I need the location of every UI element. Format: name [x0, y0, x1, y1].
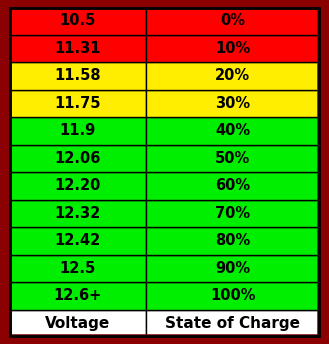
- Text: 12.5: 12.5: [59, 261, 95, 276]
- Text: 50%: 50%: [215, 151, 251, 166]
- Bar: [146, 34, 320, 62]
- Bar: [9, 172, 146, 200]
- Bar: [9, 34, 146, 62]
- Bar: [9, 255, 146, 282]
- Text: 12.6+: 12.6+: [53, 288, 102, 303]
- Bar: [9, 117, 146, 144]
- Bar: [146, 117, 320, 144]
- Text: 0%: 0%: [220, 13, 245, 28]
- Text: 60%: 60%: [215, 178, 250, 193]
- Text: 100%: 100%: [210, 288, 256, 303]
- Bar: [146, 200, 320, 227]
- Bar: [146, 310, 320, 337]
- Bar: [146, 282, 320, 310]
- Bar: [9, 89, 146, 117]
- Text: 10.5: 10.5: [59, 13, 96, 28]
- Bar: [9, 200, 146, 227]
- Bar: [9, 227, 146, 255]
- Text: 80%: 80%: [215, 233, 251, 248]
- Text: 12.20: 12.20: [54, 178, 101, 193]
- Bar: [9, 62, 146, 89]
- Text: 40%: 40%: [215, 123, 250, 138]
- Text: 11.31: 11.31: [54, 41, 101, 56]
- Bar: [146, 89, 320, 117]
- Bar: [146, 227, 320, 255]
- Text: 90%: 90%: [215, 261, 250, 276]
- Bar: [9, 310, 146, 337]
- Text: 12.32: 12.32: [54, 206, 101, 221]
- Text: 11.75: 11.75: [54, 96, 101, 111]
- Bar: [146, 62, 320, 89]
- Text: 11.9: 11.9: [59, 123, 95, 138]
- Text: 70%: 70%: [215, 206, 250, 221]
- Bar: [146, 144, 320, 172]
- Text: 30%: 30%: [215, 96, 250, 111]
- Bar: [146, 255, 320, 282]
- Text: 12.42: 12.42: [54, 233, 101, 248]
- Text: 12.06: 12.06: [54, 151, 101, 166]
- Text: 10%: 10%: [215, 41, 251, 56]
- Bar: [146, 172, 320, 200]
- Text: State of Charge: State of Charge: [165, 316, 300, 331]
- Text: Voltage: Voltage: [45, 316, 110, 331]
- Bar: [9, 282, 146, 310]
- Text: 20%: 20%: [215, 68, 250, 83]
- Bar: [9, 144, 146, 172]
- Bar: [9, 7, 146, 34]
- Text: 11.58: 11.58: [54, 68, 101, 83]
- Bar: [146, 7, 320, 34]
